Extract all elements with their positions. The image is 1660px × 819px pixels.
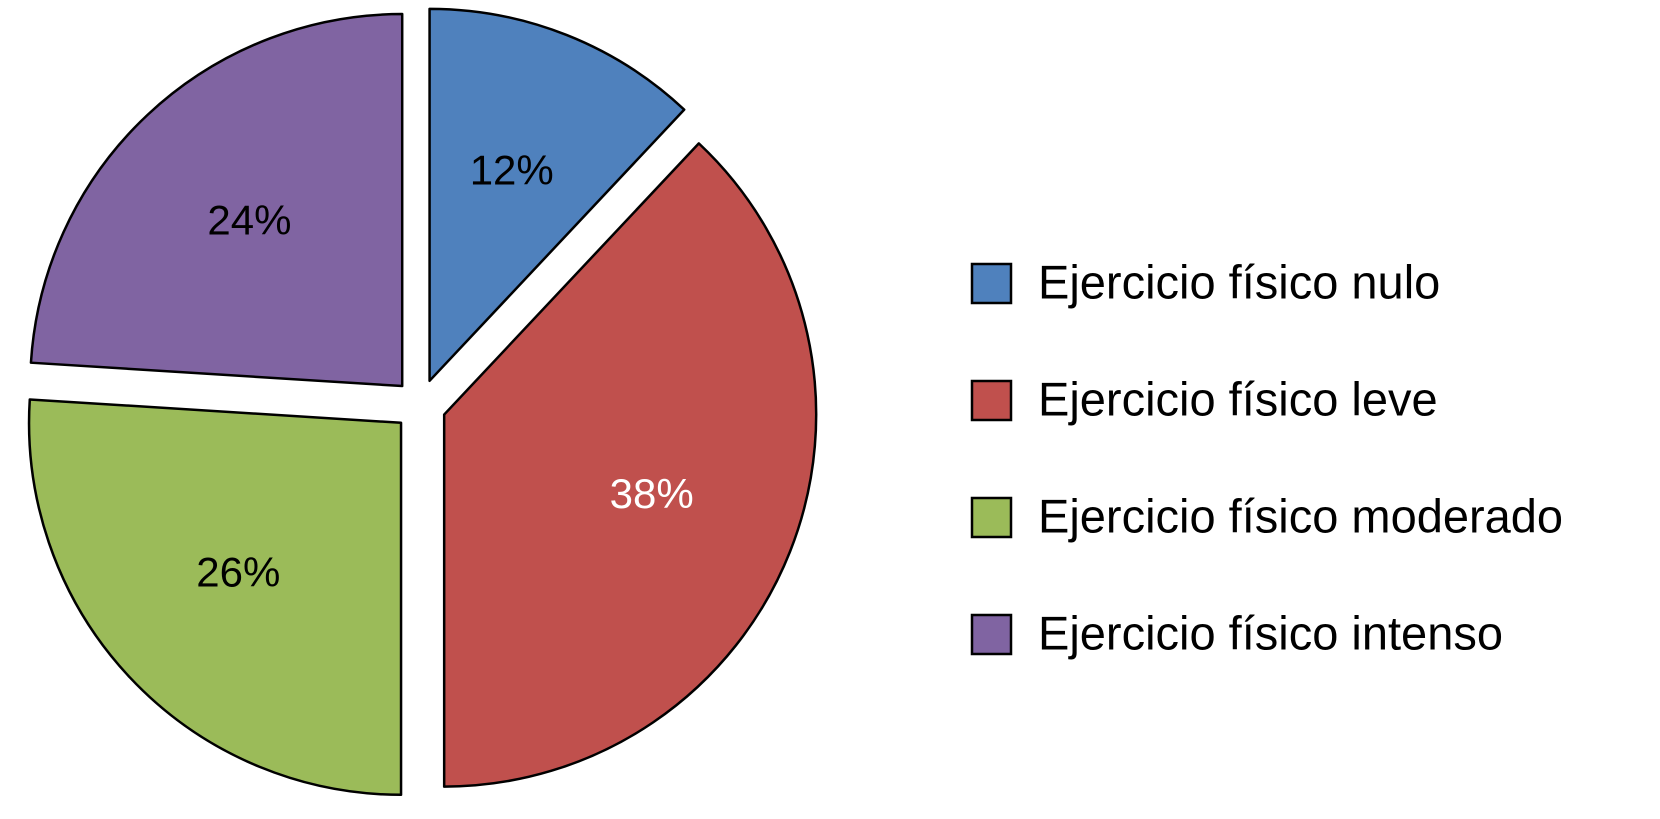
legend-label: Ejercicio físico intenso (1038, 606, 1503, 659)
legend-swatch (970, 379, 1013, 422)
legend-label: Ejercicio físico leve (1038, 372, 1438, 425)
data-label: 38% (610, 470, 694, 517)
pie-slice (27, 398, 403, 797)
legend-swatch (970, 262, 1013, 305)
legend-label: Ejercicio físico moderado (1038, 489, 1563, 542)
legend-swatch (970, 496, 1013, 539)
pie-slice (29, 12, 404, 388)
pie-slice (428, 7, 686, 383)
data-label: 24% (207, 196, 291, 243)
legend-swatch (970, 613, 1013, 656)
legend-label: Ejercicio físico nulo (1038, 255, 1440, 308)
data-label: 26% (196, 549, 280, 596)
pie-slice (442, 142, 818, 788)
data-label: 12% (470, 146, 554, 193)
